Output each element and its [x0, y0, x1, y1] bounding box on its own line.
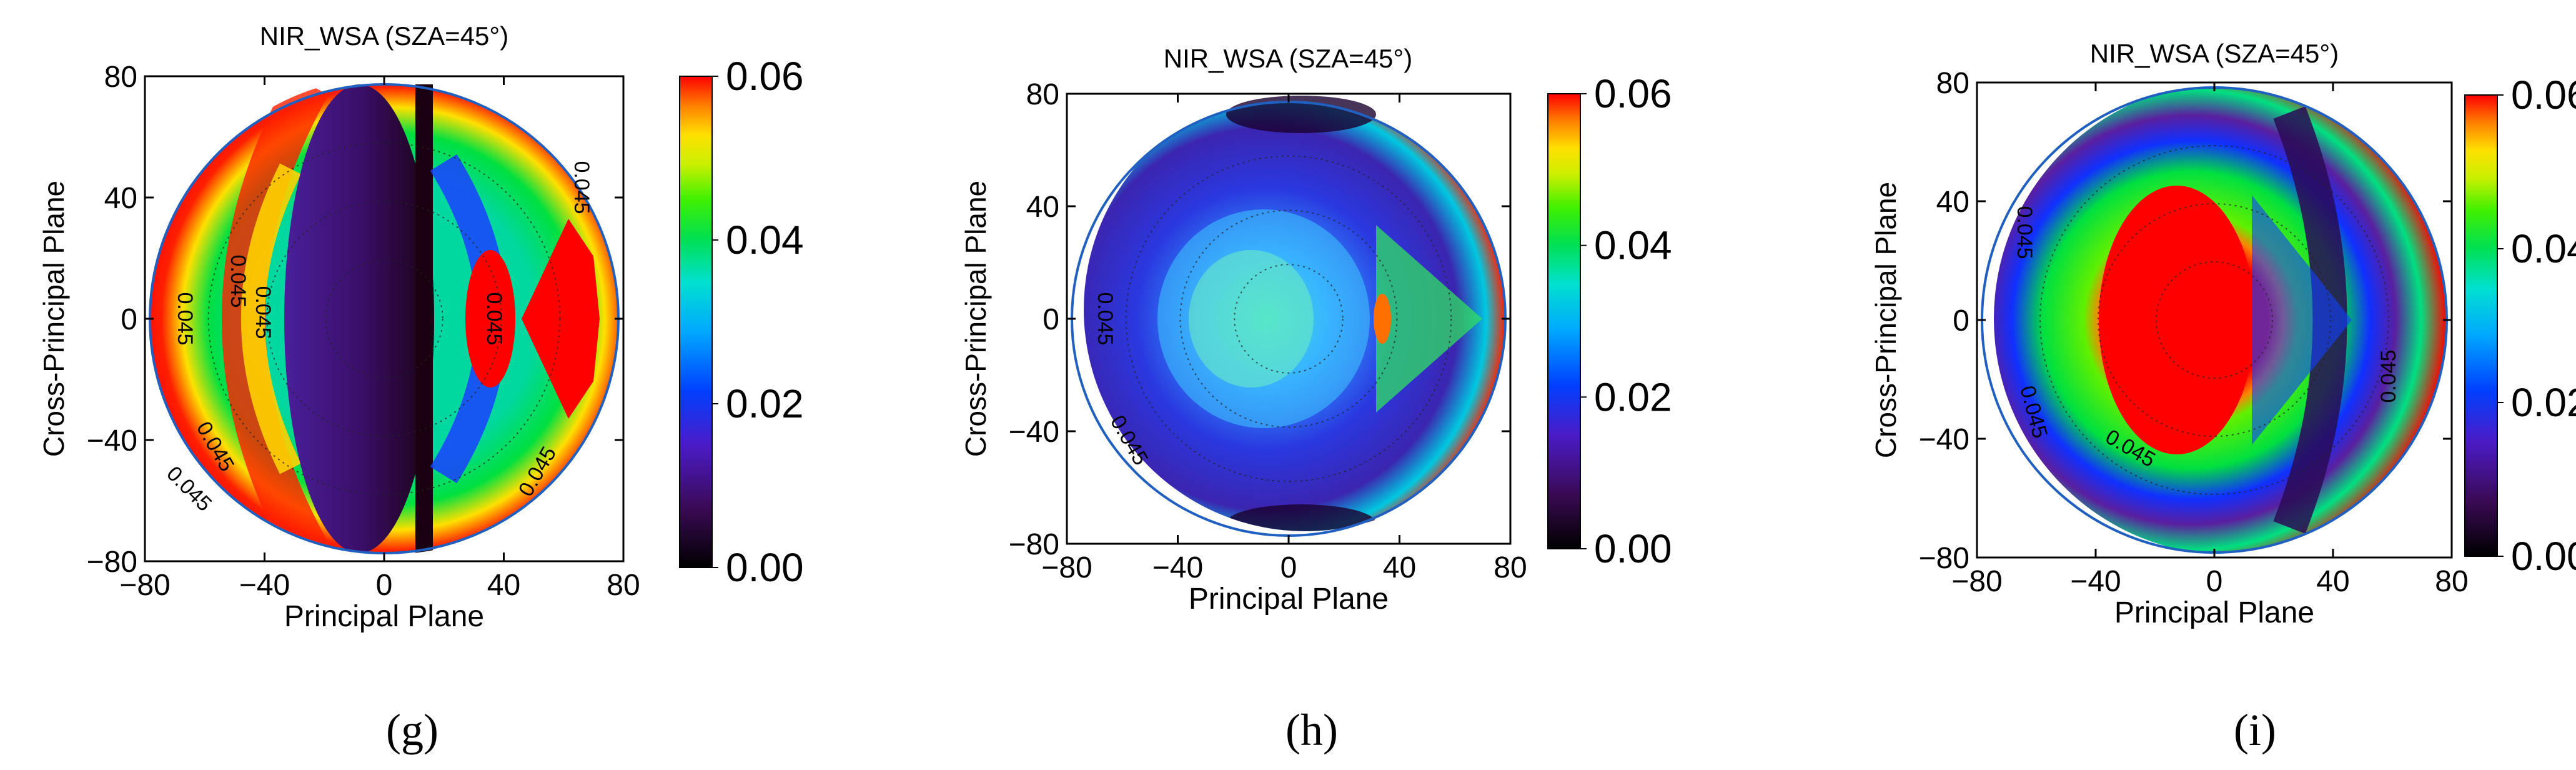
panel-label: (h)	[1286, 705, 1338, 755]
contour-label: 0.045	[173, 292, 197, 345]
x-tick-label: −40	[239, 569, 290, 602]
contour-label: 0.045	[2377, 349, 2400, 402]
zenith-circle	[2039, 145, 2389, 495]
hotspot-right	[522, 219, 600, 419]
central-core	[2099, 186, 2255, 454]
colorbar-tick-label: 0.06	[2511, 72, 2576, 118]
zenith-circle	[266, 201, 502, 437]
colorbar	[1547, 93, 1581, 549]
x-tick-label: −80	[1951, 565, 2002, 598]
contour-label: 0.045	[570, 161, 593, 214]
zenith-circle	[207, 142, 561, 496]
y-axis-label: Cross-Principal Plane	[1870, 182, 1902, 458]
colorbar-tick-label: 0.02	[726, 381, 804, 426]
chart-panel-i: 0.0450.0450.0450.045−80−80−40−4000404080…	[1870, 39, 2576, 755]
colorbar-tick-label: 0.04	[726, 218, 804, 262]
colorbar-tick-label: 0.04	[1594, 223, 1672, 268]
chart-title: NIR_WSA (SZA=45°)	[1164, 44, 1412, 73]
y-tick-label: 80	[1936, 67, 1969, 100]
inner-core	[1189, 250, 1314, 388]
y-tick-label: 0	[121, 303, 137, 336]
zenith-circle	[2098, 203, 2331, 437]
colorbar-tick-label: 0.00	[2511, 534, 2576, 579]
contour-label: 0.045	[482, 292, 506, 345]
x-tick-label: −40	[1152, 551, 1203, 584]
mid-band	[241, 163, 301, 474]
colorbar-tick-label: 0.02	[2511, 380, 2576, 425]
data-disk	[1994, 88, 2447, 552]
y-tick-label: −40	[87, 424, 137, 458]
zenith-circle	[1179, 209, 1398, 428]
contour-label: 0.045	[251, 286, 275, 339]
zenith-circle	[1125, 155, 1452, 482]
colorbar-tick-label: 0.00	[1594, 526, 1672, 571]
zenith-circle	[325, 259, 443, 378]
chart-title: NIR_WSA (SZA=45°)	[2090, 39, 2339, 68]
y-tick-label: 40	[1026, 191, 1059, 224]
colorbar-tick-label: 0.04	[2511, 226, 2576, 271]
y-axis-label: Cross-Principal Plane	[37, 181, 70, 457]
contour-label: 0.045	[226, 254, 250, 308]
x-tick-label: 0	[376, 569, 393, 602]
y-tick-label: 40	[1936, 186, 1969, 219]
chart-panel-g: 0.0450.0450.0450.0450.0450.0450.0450.045…	[37, 21, 804, 755]
y-tick-label: −80	[1009, 528, 1059, 561]
panel-label: (g)	[386, 705, 438, 755]
y-tick-label: 0	[1953, 304, 1969, 338]
y-tick-label: 80	[1026, 78, 1059, 111]
blue-wedge	[2252, 195, 2352, 445]
chart-panel-h: 0.0450.045−80−80−40−400040408080Principa…	[959, 44, 1672, 755]
y-tick-label: −80	[87, 546, 137, 579]
zenith-circle	[2156, 261, 2273, 379]
x-tick-label: 0	[2206, 565, 2223, 598]
x-tick-label: 80	[1494, 551, 1527, 584]
colorbar-tick-label: 0.06	[1594, 71, 1672, 116]
chart-title: NIR_WSA (SZA=45°)	[260, 21, 508, 51]
x-axis-label: Principal Plane	[1189, 582, 1389, 616]
contour-label: 0.045	[2013, 206, 2036, 259]
dark-patch-bottom	[1226, 504, 1376, 531]
x-axis-label: Principal Plane	[284, 600, 484, 633]
y-tick-label: −40	[1009, 416, 1059, 449]
colorbar	[2464, 94, 2498, 557]
x-tick-label: 40	[1383, 551, 1416, 584]
hotspot	[1374, 294, 1391, 344]
x-tick-label: 40	[2316, 565, 2349, 598]
x-tick-label: 0	[1281, 551, 1297, 584]
x-axis-label: Principal Plane	[2114, 596, 2314, 629]
principal-gap	[415, 84, 433, 553]
dark-band	[284, 84, 434, 553]
colorbar	[679, 76, 713, 568]
colorbar-tick-label: 0.06	[726, 54, 804, 99]
forward-wedge	[1376, 225, 1482, 412]
x-tick-label: −80	[1041, 551, 1092, 584]
dark-patch-top	[1226, 96, 1376, 133]
panel-label: (i)	[2234, 705, 2276, 755]
zenith-circle	[1234, 264, 1344, 374]
contour-label: 0.045	[1093, 292, 1117, 345]
colorbar-tick-label: 0.02	[1594, 374, 1672, 419]
y-tick-label: −40	[1919, 423, 1969, 456]
hotspot-left	[465, 250, 515, 388]
x-tick-label: −40	[2070, 565, 2121, 598]
y-tick-label: 0	[1043, 303, 1059, 336]
y-axis-label: Cross-Principal Plane	[959, 181, 992, 457]
y-tick-label: 40	[104, 182, 137, 215]
x-tick-label: 40	[487, 569, 520, 602]
x-tick-label: 80	[2435, 565, 2468, 598]
data-disk	[1084, 96, 1505, 531]
y-tick-label: −80	[1919, 542, 1969, 575]
x-tick-label: −80	[119, 569, 170, 602]
colorbar-tick-label: 0.00	[726, 545, 804, 590]
data-disk	[150, 77, 618, 554]
y-tick-label: 80	[104, 61, 137, 94]
x-tick-label: 80	[607, 569, 640, 602]
